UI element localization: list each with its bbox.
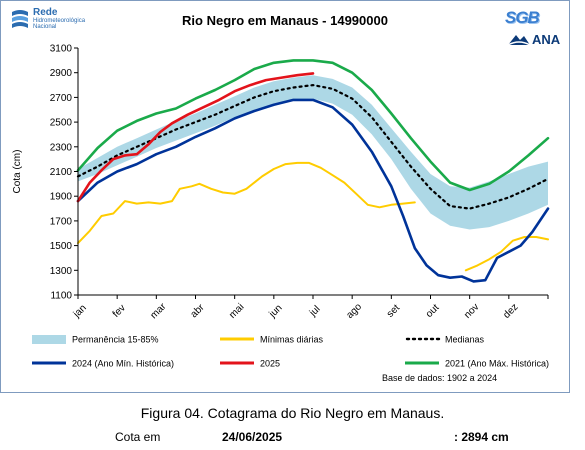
- rede-logo-sub1-text: Hidrometeorológica: [33, 18, 86, 24]
- rede-logo-sub2-text: Nacional: [33, 24, 57, 30]
- legend-label-medianas: Medianas: [445, 335, 485, 345]
- y-tick-label-2500: 2500: [50, 118, 73, 129]
- cota-date: 24/06/2025: [222, 430, 283, 444]
- base-de-dados-note: Base de dados: 1902 a 2024: [382, 373, 498, 383]
- y-tick-label-1100: 1100: [50, 291, 72, 302]
- x-tick-label-mar: mar: [148, 301, 168, 321]
- y-tick-label-1900: 1900: [50, 192, 73, 203]
- x-tick-label-set: set: [385, 302, 402, 319]
- y-tick-label-2900: 2900: [50, 68, 73, 79]
- x-tick-label-dez: dez: [501, 302, 520, 321]
- y-tick-label-2100: 2100: [50, 167, 73, 178]
- band-permanencia: [78, 75, 548, 230]
- series-2021: [76, 59, 550, 192]
- y-tick-label-1700: 1700: [50, 216, 73, 227]
- cota-label: Cota em: [115, 430, 161, 444]
- x-tick-label-ago: ago: [345, 301, 365, 321]
- ana-wave-icon: [508, 34, 530, 46]
- x-tick-label-abr: abr: [189, 302, 207, 320]
- cota-value: : 2894 cm: [454, 430, 509, 444]
- x-tick-label-jan: jan: [71, 303, 89, 321]
- figure-caption: Figura 04. Cotagrama do Rio Negro em Man…: [140, 405, 445, 421]
- legend-label-2025: 2025: [260, 359, 280, 369]
- legend-swatch-perman-ncia-15-85-: [32, 335, 66, 344]
- chart-frame: [0, 0, 570, 393]
- rede-logo-mark-icon: [10, 8, 30, 30]
- rede-logo-main-text: Rede: [33, 7, 58, 18]
- x-tick-label-mai: mai: [227, 302, 246, 321]
- sgb-logo: SGB: [505, 8, 540, 27]
- ana-logo: ANA: [508, 32, 560, 47]
- x-tick-label-jun: jun: [267, 303, 285, 321]
- series-medianas: [76, 84, 550, 210]
- x-tick-label-jul: jul: [307, 304, 323, 320]
- legend-label-perman-ncia-15-85-: Permanência 15-85%: [72, 335, 159, 345]
- y-tick-label-3100: 3100: [50, 44, 73, 55]
- x-tick-label-out: out: [424, 302, 442, 320]
- y-tick-label-2300: 2300: [50, 142, 73, 153]
- series-2024: [76, 98, 550, 283]
- ana-logo-text: ANA: [532, 32, 561, 47]
- y-tick-label-1500: 1500: [50, 241, 73, 252]
- y-tick-label-1300: 1300: [50, 266, 73, 277]
- series-minimas: [77, 161, 549, 272]
- x-tick-label-fev: fev: [111, 303, 128, 320]
- legend-label-m-nimas-di-rias: Mínimas diárias: [260, 335, 324, 345]
- series-2025: [76, 72, 315, 203]
- x-tick-label-nov: nov: [462, 302, 481, 321]
- rede-hidromet-logo: Rede Hidrometeorológica Nacional: [10, 8, 85, 30]
- chart-title: Rio Negro em Manaus - 14990000: [182, 13, 388, 28]
- y-tick-label-2700: 2700: [50, 93, 73, 104]
- legend-label-2021-ano-m-x-hist-rica-: 2021 (Ano Máx. Histórica): [445, 359, 549, 369]
- legend-label-2024-ano-m-n-hist-rica-: 2024 (Ano Mín. Histórica): [72, 359, 174, 369]
- y-axis-label: Cota (cm): [12, 150, 23, 194]
